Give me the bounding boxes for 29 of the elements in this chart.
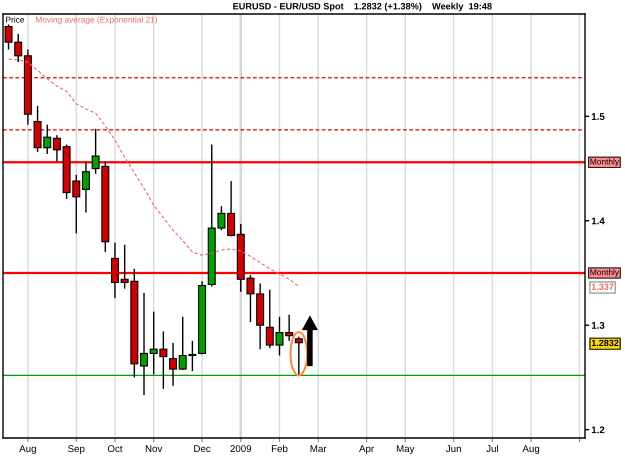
x-tick-label: May — [396, 445, 414, 454]
candlestick — [294, 336, 303, 376]
x-tick-label: Apr — [359, 445, 374, 454]
x-tick-label: Jul — [486, 444, 498, 452]
y-tick-label: 1.337 — [592, 284, 614, 290]
series-label: Price — [6, 16, 24, 23]
x-tick-label: Mar — [310, 445, 326, 452]
ref-line-label: Monthly — [590, 158, 620, 166]
y-tick-label: 1.2832 — [592, 340, 618, 346]
chart-title: EURUSD - EUR/USD Spot 1.2832 (+1.38%) Weekly 19:48 — [233, 2, 492, 12]
x-tick-label: Feb — [272, 444, 288, 452]
y-tick-label: 1.2 — [592, 426, 604, 434]
candlestick — [159, 330, 168, 390]
ref-line-label: Monthly — [590, 269, 620, 277]
x-tick-label: 2009 — [230, 445, 252, 452]
line-series — [8, 58, 300, 288]
x-tick-label: Aug — [19, 445, 36, 454]
x-tick-label: Oct — [108, 445, 122, 452]
x-tick-label: Sep — [68, 445, 85, 454]
x-tick-label: Dec — [194, 445, 210, 452]
candlestick — [188, 340, 196, 372]
text: Moving average (Exponential 21) — [36, 16, 158, 24]
y-tick-label: 1.5 — [592, 113, 604, 120]
y-tick-label: 1.3 — [592, 322, 604, 329]
y-tick-label: 1.4 — [592, 218, 605, 224]
x-tick-label: Aug — [522, 445, 540, 454]
x-tick-label: Jun — [446, 445, 461, 452]
candlestick — [92, 128, 100, 174]
x-tick-label: Nov — [146, 445, 162, 452]
